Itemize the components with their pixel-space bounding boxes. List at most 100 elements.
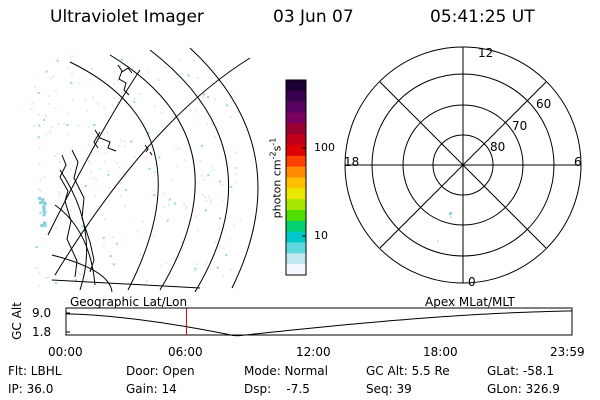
colorbar-swatch [286,123,306,135]
emission-pixel [194,267,197,270]
emission-pixel [102,244,105,247]
emission-pixel [48,95,51,97]
auroral-emission-speckle [30,55,242,287]
colorbar-swatch [286,231,306,243]
emission-pixel [113,97,116,99]
emission-pixel [35,267,38,270]
emission-pixel [204,209,207,212]
emission-pixel [196,77,199,79]
emission-pixel [192,59,195,62]
emission-pixel [133,100,136,103]
emission-pixel [148,167,151,170]
emission-pixel [183,159,186,161]
emission-pixel [40,224,44,228]
status-ip: IP: 36.0 [8,382,54,396]
emission-pixel [98,167,101,170]
emission-pixel [38,271,41,274]
emission-pixel [42,205,46,209]
emission-pixel [106,115,109,118]
emission-pixel [213,136,216,139]
emission-pixel [177,256,180,259]
mlt-label-12: 12 [478,46,494,60]
instrument-title: Ultraviolet Imager [50,7,204,27]
emission-pixel [118,144,120,147]
emission-pixel [69,209,72,212]
status-filter: Flt: LBHL [8,364,62,378]
emission-pixel [112,263,115,266]
emission-pixel [228,238,231,241]
emission-pixel [211,168,214,171]
emission-pixel [119,64,122,67]
timeline-x-tick-0000: 00:00 [48,345,83,359]
emission-pixel [91,176,94,179]
emission-pixel [53,255,55,258]
emission-pixel [93,124,96,126]
emission-pixel [145,279,148,282]
emission-pixel [222,247,225,250]
emission-pixel [136,230,139,233]
emission-pixel [175,148,178,151]
emission-pixel [49,77,52,80]
emission-pixel [42,213,46,217]
emission-pixel [168,204,170,206]
colorbar-swatch [286,199,306,211]
emission-pixel [79,273,82,276]
emission-pixel [216,266,219,269]
emission-pixel [86,110,89,113]
timeline-x-tick-1800: 18:00 [423,345,458,359]
emission-pixel [199,159,202,162]
emission-pixel [38,113,40,116]
emission-pixel [183,202,186,205]
emission-pixel [156,133,159,136]
emission-pixel [214,98,216,101]
emission-pixel [116,79,119,82]
emission-pixel [81,273,84,276]
timeline-y-tick-max: 9.0 [32,306,52,320]
emission-pixel [94,194,96,197]
emission-pixel [94,136,97,139]
emission-pixel [153,194,156,197]
emission-pixel [177,251,180,254]
emission-pixel [193,269,196,272]
emission-pixel [141,220,144,223]
emission-pixel [233,167,236,169]
emission-pixel [66,133,69,136]
emission-pixel [230,268,233,271]
emission-pixel [139,253,142,256]
timeline-y-axis-label: GC Alt [10,302,24,340]
colorbar-swatch [286,264,306,276]
emission-pixel [119,138,122,141]
mlt-label-0: 0 [468,275,476,289]
emission-pixel [154,206,157,209]
emission-pixel [107,170,110,173]
emission-pixel [92,96,94,99]
colorbar-swatch [286,253,306,265]
emission-pixel [71,71,73,74]
emission-pixel [54,274,57,277]
emission-pixel [162,206,165,209]
emission-pixel [63,122,66,125]
emission-pixel [208,171,211,173]
emission-pixel [87,159,90,162]
emission-pixel [209,199,212,202]
status-glon: GLon: 326.9 [487,382,560,396]
emission-pixel [180,240,183,243]
timeline-left-title: Geographic Lat/Lon [70,295,188,309]
emission-pixel [107,173,110,176]
emission-pixel [38,196,42,200]
emission-pixel [194,215,197,218]
emission-pixel [42,201,46,205]
emission-pixel [130,140,133,143]
mlat-label-80: 80 [490,140,506,154]
emission-pixel [200,145,203,147]
emission-pixel [195,110,198,113]
timeline-panel [65,307,573,337]
emission-pixel [235,167,238,169]
colorbar-swatch [286,166,306,178]
emission-pixel [39,212,42,214]
emission-pixel [207,174,210,177]
emission-pixel [56,59,59,62]
emission-pixel [49,130,52,133]
emission-pixel [229,116,232,119]
emission-pixel [161,111,163,114]
